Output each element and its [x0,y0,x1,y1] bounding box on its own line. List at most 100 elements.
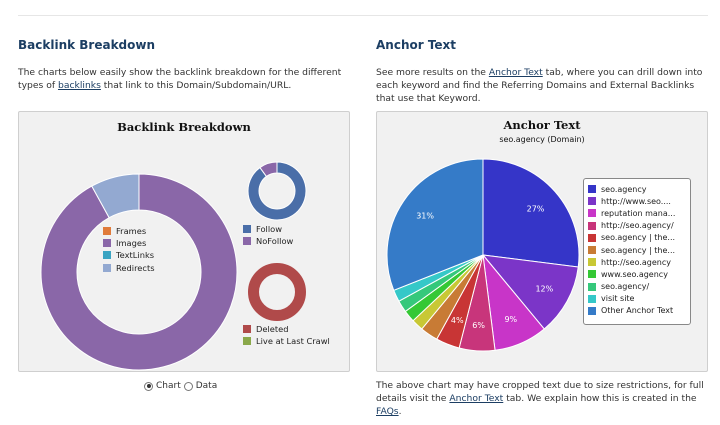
chart-radio[interactable] [144,381,153,391]
anchor-text-heading: Anchor Text [376,38,457,52]
follow-legend-item[interactable]: NoFollow [243,235,293,247]
anchor-data-label-2: 9% [504,315,517,324]
backlink-desc-text-end: that link to this Domain/Subdomain/URL. [100,80,292,91]
anchor-legend-label: seo.agency [601,184,647,194]
anchor-slice-1 [481,254,579,330]
anchor-pie-chart: 27% 12% 9% 6% 4% 31% [386,158,580,352]
footnote-text-end: . [398,406,402,417]
footnote-text: The above chart may have cropped text du… [376,380,704,404]
anchor-legend-swatch [588,270,596,279]
anchor-legend-item[interactable]: http://www.seo.... [588,195,675,207]
anchor-legend-swatch [588,221,596,230]
deleted-slice-0 [248,263,306,321]
follow-slice-1 [259,161,278,178]
backlink-desc-text: The charts below easily show the backlin… [18,67,342,91]
backlink-legend-item[interactable]: Redirects [103,262,155,274]
deleted-legend-swatch [243,325,251,334]
anchor-chart-panel: Anchor Text seo.agency (Domain) 27% 12% 9%… [376,111,708,372]
anchor-data-label-10: 31% [416,212,434,221]
anchor-legend-item[interactable]: seo.agency/ [588,281,675,293]
anchor-data-label-4: 4% [451,316,464,325]
follow-legend-label: Follow [256,224,283,235]
backlink-legend-label: Redirects [116,262,155,273]
anchor-legend-item[interactable]: seo.agency | the... [588,244,675,256]
anchor-legend-item[interactable]: reputation mana... [588,207,675,219]
footnote-text-mid: tab. We explain how this is created in t… [503,393,697,404]
backlink-slice-3 [91,173,140,219]
anchor-legend-item[interactable]: http://seo.agency/ [588,220,675,232]
backlink-chart-title: Backlink Breakdown [117,120,251,134]
deleted-legend-label: Deleted [256,324,289,335]
anchor-legend-item[interactable]: visit site [588,293,675,305]
anchor-legend-box: seo.agency http://www.seo.... reputation m… [583,178,691,325]
anchor-legend-swatch [588,209,596,218]
anchor-legend-swatch [588,233,596,242]
backlink-legend-item[interactable]: Images [103,237,155,249]
backlink-legend-swatch [103,251,111,260]
anchor-text-tab-link[interactable]: Anchor Text [488,67,543,78]
backlink-legend-item[interactable]: Frames [103,225,155,237]
backlink-chart-panel: Backlink Breakdown Frames Images TextLinks… [18,111,350,372]
backlink-breakdown-heading: Backlink Breakdown [18,38,156,52]
anchor-legend-label: www.seo.agency [601,269,668,279]
follow-legend-item[interactable]: Follow [243,223,293,235]
data-radio[interactable] [183,381,193,391]
backlink-legend-swatch [103,239,111,248]
anchor-legend-swatch [588,246,596,255]
deleted-legend-swatch [243,337,251,346]
anchor-legend-label: seo.agency/ [601,282,650,292]
backlink-donut-chart [40,161,307,371]
anchor-legend-label: reputation mana... [601,208,676,218]
follow-slice-0 [247,161,307,221]
anchor-legend-item[interactable]: Other Anchor Text [588,305,675,317]
anchor-legend-label: Other Anchor Text [601,306,674,316]
backlink-slice-1 [40,173,238,371]
anchor-chart-subtitle: seo.agency (Domain) [499,135,585,144]
anchor-legend-swatch [588,306,596,315]
anchor-legend-label: seo.agency | the... [601,245,676,255]
anchor-legend-item[interactable]: www.seo.agency [588,268,675,280]
deleted-legend-item[interactable]: Live at Last Crawl [243,335,330,347]
anchor-legend-swatch [588,197,596,206]
deleted-donut-legend: Deleted Live at Last Crawl [243,323,330,347]
backlink-donut-legend: Frames Images TextLinks Redirects [103,225,155,274]
chart-data-toggle: Chart Data [144,381,217,391]
anchor-legend-item[interactable]: http://seo.agency [588,256,675,268]
anchor-legend-item[interactable]: seo.agency [588,183,675,195]
anchor-legend-label: seo.agency | the... [601,233,676,243]
anchor-legend-label: http://www.seo.... [601,196,671,206]
follow-legend-label: NoFollow [256,236,294,247]
backlink-legend-label: Frames [116,226,147,237]
anchor-desc-text-end: tab, where you can drill down into each … [376,67,703,104]
footnote-anchor-text-link[interactable]: Anchor Text [449,393,504,404]
follow-legend-swatch [243,237,251,246]
anchor-data-label-1: 12% [535,285,553,294]
anchor-legend-label: http://seo.agency [601,257,671,267]
anchor-desc-text: See more results on the [376,67,489,78]
follow-legend-swatch [243,225,251,234]
backlink-legend-swatch [103,263,111,272]
anchor-slice-0 [482,158,580,268]
anchor-description: See more results on the Anchor Text tab,… [376,66,710,105]
anchor-legend-swatch [588,185,596,194]
backlinks-link[interactable]: backlinks [58,80,101,91]
anchor-chart-title: Anchor Text [503,118,581,132]
backlink-description: The charts below easily show the backlin… [18,66,350,92]
deleted-legend-label: Live at Last Crawl [256,336,330,347]
anchor-legend-item[interactable]: seo.agency | the... [588,232,675,244]
backlink-legend-swatch [103,227,111,236]
anchor-data-label-0: 27% [527,205,545,214]
faqs-link[interactable]: FAQs [376,406,399,417]
anchor-legend-label: visit site [601,294,635,304]
deleted-legend-item[interactable]: Deleted [243,323,330,335]
chart-radio-label[interactable]: Chart [156,381,181,391]
anchor-legend-swatch [588,294,596,303]
anchor-legend-swatch [588,258,596,267]
backlink-legend-label: Images [116,238,147,249]
anchor-legend-label: http://seo.agency/ [601,221,674,231]
data-radio-label[interactable]: Data [195,381,218,391]
backlink-legend-item[interactable]: TextLinks [103,249,155,261]
anchor-legend-swatch [588,282,596,291]
backlink-legend-label: TextLinks [116,250,155,261]
anchor-legend: seo.agency http://www.seo.... reputation m… [588,183,675,317]
